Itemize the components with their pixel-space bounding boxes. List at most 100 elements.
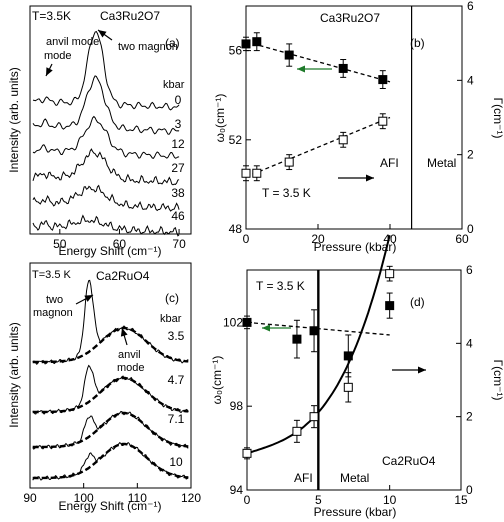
panel-a-spectrum-27 (32, 148, 180, 186)
panel-a-ylabel: Intensity (arb. units) (7, 67, 21, 172)
panel-c-fit-4.7 (32, 376, 189, 414)
panel-d-material: Ca2RuO4 (382, 454, 436, 468)
panel-a-xtick-label: 60 (113, 237, 127, 251)
panel-a-material: Ca3Ru2O7 (100, 9, 160, 23)
panel-c-panel-label: (c) (165, 291, 179, 305)
panel-a-anvil-annot: anvil mode (46, 36, 99, 48)
panel-c-xtick-label: 120 (181, 491, 201, 505)
panel-b-phase-metal: Metal (427, 156, 456, 170)
panel-c-twomagnon-annot-1: two (46, 294, 63, 306)
panel-d-point-gamma (385, 269, 395, 279)
panel-d-point-omega (292, 334, 302, 344)
panel-b-ytick-left-label: 52 (229, 133, 243, 147)
panel-b-material: Ca3Ru2O7 (320, 11, 380, 25)
panel-b-point-omega (338, 63, 348, 73)
panel-a-spectrum-46 (32, 214, 180, 237)
panel-a-pressure-label: 27 (171, 161, 185, 175)
panel-d-ytick-left-label: 94 (230, 483, 244, 497)
panel-b-point-gamma (241, 168, 251, 178)
panel-b-ytick-right-label: 4 (467, 73, 474, 87)
panel-b-ytick-left-label: 48 (229, 222, 243, 236)
panel-b-ytick-right-label: 6 (467, 0, 474, 13)
panel-c-frame (29, 262, 192, 489)
panel-a-xtick-label: 70 (172, 237, 186, 251)
panel-c-spectrum-4.7 (32, 364, 189, 415)
panel-d-phase-metal: Metal (340, 471, 369, 485)
panel-b-xlabel: Pressure (kbar) (314, 240, 397, 254)
panel-c-anvil-annot-1: anvil (118, 349, 141, 361)
panel-d-point-omega (242, 317, 252, 327)
panel-b-point-omega (252, 37, 262, 47)
panel-a-pressure-label: 12 (171, 137, 185, 151)
panel-b-point-gamma (378, 116, 388, 126)
panel-c-pressure-label: 4.7 (168, 373, 185, 387)
panel-c-twomagnon-annot-2: magnon (33, 307, 73, 319)
panel-a-spectrum-3 (32, 75, 180, 135)
panel-b-xtick-label: 20 (311, 232, 325, 246)
panel-b-fit-0 (245, 41, 391, 83)
panel-a-pressure-label: 38 (171, 186, 185, 200)
panel-d-point-omega (385, 301, 395, 311)
panel-c-material: Ca2RuO4 (96, 269, 150, 283)
panel-d-point-gamma (242, 448, 252, 458)
panel-a-frame (29, 5, 192, 235)
panel-d-ytick-right-label: 0 (466, 483, 473, 497)
panel-c-fit-3.5 (32, 326, 189, 364)
panel-a-spectrum-38 (32, 184, 180, 212)
panel-b-frame (245, 5, 463, 230)
panel-d-point-gamma (292, 426, 302, 436)
panel-c-pressure-label: 10 (169, 455, 183, 469)
panel-a-panel-label: (a) (165, 36, 180, 50)
panel-a-anvil-arrow-head (46, 67, 53, 76)
panel-d-xtick-label: 5 (315, 493, 322, 507)
panel-d-ylabel-right: Γ(cm⁻¹) (491, 360, 504, 401)
panel-a-twomagnon-annot: two magnon (118, 41, 178, 53)
panel-b-point-gamma (252, 168, 262, 178)
panel-b-xtick-label: 60 (455, 232, 469, 246)
panel-a-temperature: T=3.5K (32, 9, 71, 23)
panel-d-panel-label: (d) (410, 295, 425, 309)
panel-c-pressure-label: 3.5 (168, 329, 185, 343)
panel-b-point-gamma (338, 135, 348, 145)
panel-d-point-omega (309, 326, 319, 336)
panel-d-xlabel: Pressure (kbar) (314, 505, 397, 519)
panel-d-point-omega (343, 351, 353, 361)
panel-b-panel-label: (b) (410, 36, 425, 50)
panel-b-point-omega (378, 75, 388, 85)
panel-c-xtick-label: 110 (128, 491, 147, 505)
panel-a-pressure-label: 0 (175, 93, 182, 107)
panel-c-temperature: T=3.5 K (32, 269, 71, 281)
panel-a-xlabel: Energy Shift (cm⁻¹) (58, 244, 161, 258)
panel-c-spectrum-10 (32, 441, 189, 481)
panel-b-arrow-left-head (297, 65, 305, 73)
panel-d-ytick-right-label: 2 (466, 410, 473, 424)
panel-b-point-omega (284, 50, 294, 60)
panel-d-frame (246, 269, 462, 491)
panel-c-kbar: kbar (160, 313, 182, 325)
panel-b-phase-afi: AFI (380, 156, 399, 170)
panel-b-ytick-right-label: 2 (467, 148, 474, 162)
panel-a-xtick-label: 50 (53, 237, 67, 251)
panel-d-arrow-right-head (418, 366, 426, 374)
panel-b-ytick-left-label: 56 (229, 44, 243, 58)
panel-d-ytick-left-label: 102 (223, 315, 243, 329)
panel-d-temperature: T = 3.5 K (256, 279, 305, 293)
panel-d-point-gamma (309, 412, 319, 422)
panel-d-xtick-label: 0 (244, 493, 251, 507)
panel-d-xtick-label: 10 (383, 493, 397, 507)
panel-c-xtick-label: 90 (23, 491, 37, 505)
panel-c-anvil-annot-2: mode (117, 362, 145, 374)
panel-d-ylabel-left: ω₀(cm⁻¹) (210, 356, 224, 405)
panel-a-kbar: kbar (163, 79, 185, 91)
panel-d-ytick-left-label: 98 (230, 399, 244, 413)
panel-b-xtick-label: 40 (383, 232, 397, 246)
panel-b-point-omega (241, 39, 251, 49)
panel-d-ytick-right-label: 6 (466, 263, 473, 277)
panel-a-pressure-label: 3 (175, 117, 182, 131)
panel-a-spectrum-12 (32, 115, 180, 159)
panel-c-ylabel: Intensity (arb. units) (7, 322, 21, 427)
panel-c-fit-10 (32, 442, 189, 480)
panel-a-twomagnon-arrow-head (98, 30, 107, 38)
panel-b-temperature: T = 3.5 K (262, 186, 311, 200)
